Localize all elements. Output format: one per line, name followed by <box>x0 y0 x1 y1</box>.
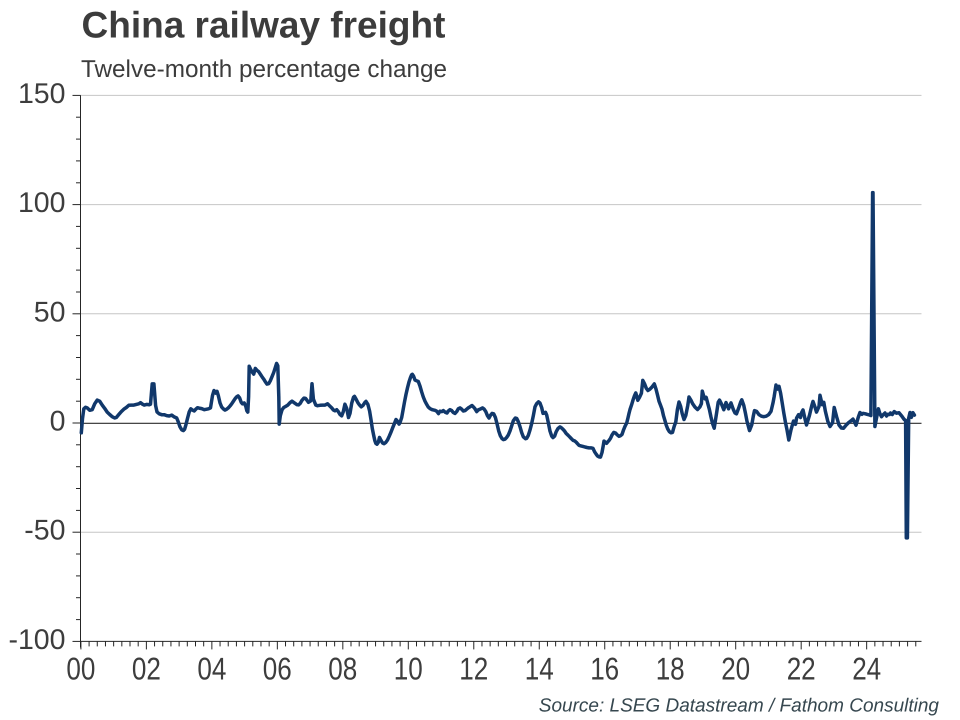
svg-text:20: 20 <box>721 651 750 687</box>
svg-text:08: 08 <box>328 651 357 687</box>
svg-text:Twelve-month percentage change: Twelve-month percentage change <box>81 56 447 83</box>
svg-text:50: 50 <box>34 296 66 328</box>
svg-text:24: 24 <box>852 651 881 687</box>
svg-text:18: 18 <box>656 651 685 687</box>
svg-text:150: 150 <box>18 78 66 110</box>
svg-text:China railway freight: China railway freight <box>82 4 446 45</box>
svg-text:04: 04 <box>197 651 226 687</box>
svg-text:Source: LSEG Datastream / Fath: Source: LSEG Datastream / Fathom Consult… <box>539 696 940 717</box>
svg-text:10: 10 <box>394 651 423 687</box>
svg-text:16: 16 <box>590 651 619 687</box>
svg-text:-50: -50 <box>24 515 65 547</box>
svg-text:02: 02 <box>132 651 161 687</box>
svg-text:12: 12 <box>459 651 488 687</box>
svg-text:0: 0 <box>50 406 66 438</box>
svg-text:14: 14 <box>525 651 554 687</box>
svg-text:00: 00 <box>66 651 95 687</box>
svg-text:-100: -100 <box>8 624 65 656</box>
svg-text:06: 06 <box>263 651 292 687</box>
svg-text:100: 100 <box>18 187 66 219</box>
svg-text:22: 22 <box>787 651 816 687</box>
